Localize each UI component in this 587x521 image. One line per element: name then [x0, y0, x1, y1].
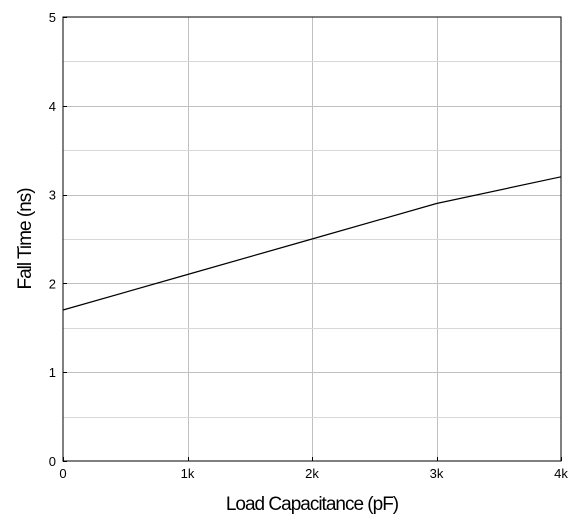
y-tick-label: 4: [49, 99, 56, 114]
y-tick-label: 2: [49, 276, 56, 291]
x-tick-label: 2k: [305, 466, 319, 481]
y-tick-label: 1: [49, 365, 56, 380]
series-layer: [62, 176, 562, 311]
x-tick-label: 3k: [430, 466, 444, 481]
y-tick-label: 3: [49, 188, 56, 203]
x-tick-label: 4k: [554, 466, 568, 481]
x-tick-label: 1k: [181, 466, 195, 481]
x-axis-title: Load Capacitance (pF): [226, 494, 399, 515]
y-tick-label: 5: [49, 10, 56, 25]
y-tick-label: 0: [49, 454, 56, 469]
series-line-0: [62, 176, 562, 311]
tick-labels: 0 1k 2k 3k 4k 0 1 2 3 4 5: [49, 10, 569, 481]
y-axis-title: Fall Time (ns): [15, 188, 36, 290]
x-tick-label: 0: [59, 466, 66, 481]
